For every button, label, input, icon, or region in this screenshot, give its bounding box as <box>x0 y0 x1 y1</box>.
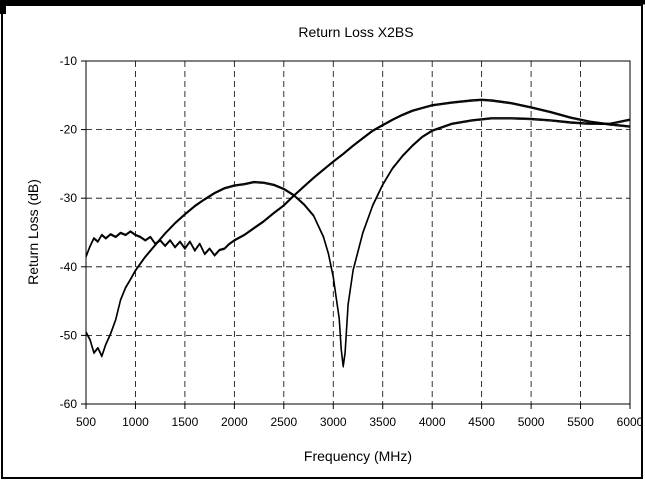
series-line-1 <box>85 98 631 257</box>
series-line-1-trace <box>85 100 631 258</box>
x-tick-label: 5000 <box>518 415 545 429</box>
x-tick-labels: 500 1000 1500 2000 2500 3000 3500 4000 4500 5000 5… <box>76 415 644 429</box>
x-tick-label: 1500 <box>172 415 199 429</box>
y-axis-label: Return Loss (dB) <box>25 179 41 285</box>
x-tick-label: 4000 <box>419 415 446 429</box>
x-tick-label: 1000 <box>122 415 149 429</box>
axis-ticks <box>81 60 631 409</box>
x-tick-label: 3500 <box>369 415 396 429</box>
x-axis-label: Frequency (MHz) <box>304 448 412 464</box>
gridlines <box>86 61 630 404</box>
y-tick-label: -10 <box>60 54 78 68</box>
plot-background <box>85 60 631 405</box>
y-tick-label: -60 <box>60 397 78 411</box>
x-tick-label: 3000 <box>320 415 347 429</box>
x-tick-label: 500 <box>76 415 96 429</box>
x-tick-label: 6000 <box>617 415 644 429</box>
chart-title: Return Loss X2BS <box>298 24 413 40</box>
corner-mark <box>0 0 6 14</box>
series-line-2 <box>85 117 631 368</box>
y-tick-labels: -10 -20 -30 -40 -50 -60 <box>60 54 78 411</box>
y-tick-label: -20 <box>60 123 78 137</box>
y-tick-label: -50 <box>60 328 78 342</box>
x-tick-label: 2000 <box>221 415 248 429</box>
y-tick-label: -30 <box>60 191 78 205</box>
x-tick-label: 2500 <box>270 415 297 429</box>
series-line-2-trace <box>85 118 631 368</box>
x-tick-label: 4500 <box>468 415 495 429</box>
plot-area <box>81 60 631 409</box>
series-layer <box>85 98 631 368</box>
x-tick-label: 5500 <box>567 415 594 429</box>
y-tick-label: -40 <box>60 260 78 274</box>
